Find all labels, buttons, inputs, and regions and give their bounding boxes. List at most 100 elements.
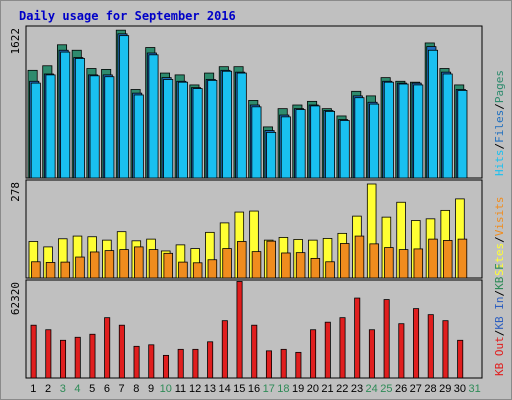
bar-hits-day-9: [148, 54, 159, 179]
bar-kbf-day-30: [457, 339, 464, 379]
x-tick-label-day-21: 21: [321, 383, 333, 395]
x-tick-label-day-29: 29: [439, 383, 451, 395]
bar-hits-day-8: [133, 94, 144, 179]
x-tick-label-day-23: 23: [351, 383, 363, 395]
bar-kbf-day-13: [207, 341, 214, 379]
x-tick-label-day-28: 28: [424, 383, 436, 395]
bar-sites-day-29: [442, 240, 453, 279]
bar-sites-day-3: [60, 261, 71, 279]
bar-sites-day-27: [413, 248, 424, 279]
bar-kbf-day-21: [324, 321, 331, 379]
x-tick-label-day-19: 19: [292, 383, 304, 395]
bar-hits-day-12: [192, 88, 203, 179]
top-legend-part: /: [493, 143, 506, 150]
bar-sites-day-28: [428, 238, 438, 279]
bar-sites-day-24: [369, 243, 379, 279]
bar-sites-day-7: [119, 249, 129, 279]
middle-legend-part: Visits: [493, 197, 506, 237]
bar-kbf-day-17: [265, 350, 272, 379]
bar-kbf-day-23: [354, 297, 361, 379]
x-tick-label-day-16: 16: [248, 383, 260, 395]
bar-kbf-day-16: [251, 324, 258, 379]
bar-hits-day-21: [324, 110, 336, 179]
x-tick-label-day-15: 15: [233, 383, 245, 395]
bar-kbf-day-19: [295, 351, 302, 379]
bar-sites-day-1: [31, 261, 41, 279]
bar-hits-day-19: [295, 109, 306, 179]
x-tick-label-day-20: 20: [307, 383, 319, 395]
bottom-legend-part: KB Out: [493, 336, 506, 376]
bar-sites-day-6: [104, 250, 115, 279]
bar-hits-day-18: [280, 116, 291, 179]
bar-sites-day-13: [207, 259, 218, 279]
bar-kbf-day-28: [427, 314, 434, 379]
bar-sites-day-23: [354, 235, 365, 279]
x-tick-label-day-26: 26: [395, 383, 407, 395]
bar-hits-day-29: [442, 73, 453, 179]
x-tick-label-day-9: 9: [148, 383, 154, 395]
top-series-legend: Hits/Files/Pages: [493, 70, 506, 176]
bar-sites-day-11: [178, 261, 188, 279]
x-tick-label-day-13: 13: [204, 383, 216, 395]
x-tick-label-day-4: 4: [74, 383, 80, 395]
x-tick-label-day-30: 30: [454, 383, 466, 395]
bar-kbf-day-2: [45, 329, 52, 379]
bar-kbf-day-22: [339, 317, 346, 379]
bar-kbf-day-20: [310, 329, 317, 379]
bar-sites-day-14: [222, 248, 232, 279]
bar-kbf-day-25: [383, 299, 390, 379]
x-tick-label-day-27: 27: [410, 383, 422, 395]
top-legend-part: Files: [493, 110, 506, 143]
bar-kbf-day-9: [148, 344, 155, 379]
bar-hits-day-13: [207, 79, 218, 179]
bar-hits-day-25: [383, 81, 394, 179]
bar-hits-day-22: [339, 120, 350, 179]
bar-sites-day-15: [237, 241, 247, 279]
bar-sites-day-30: [457, 238, 468, 279]
bottom-ymax-label: 62320: [9, 282, 22, 315]
x-tick-label-day-7: 7: [119, 383, 125, 395]
x-tick-label-day-11: 11: [175, 383, 186, 395]
bar-hits-day-30: [457, 90, 468, 179]
bar-kbf-day-14: [221, 320, 228, 379]
bar-sites-day-19: [295, 252, 306, 279]
bar-sites-day-21: [325, 261, 335, 279]
bar-kbf-day-7: [118, 324, 125, 379]
bar-kbf-day-29: [442, 320, 449, 379]
middle-series-legend: Sites/Visits: [493, 197, 506, 277]
bar-hits-day-27: [413, 84, 424, 179]
bar-sites-day-2: [45, 262, 56, 279]
bar-kbf-day-24: [368, 329, 375, 379]
x-tick-label-day-14: 14: [218, 383, 230, 395]
bar-sites-day-26: [398, 249, 409, 279]
x-tick-label-day-25: 25: [380, 383, 392, 395]
bar-sites-day-9: [148, 249, 159, 279]
bar-sites-day-18: [281, 252, 291, 279]
x-tick-label-day-5: 5: [89, 383, 95, 395]
bar-hits-day-2: [45, 74, 56, 179]
bar-hits-day-6: [104, 76, 115, 179]
bar-hits-day-11: [177, 81, 188, 179]
bar-sites-day-10: [163, 252, 173, 279]
bar-kbf-day-1: [30, 324, 37, 379]
bottom-legend-part: KB In: [493, 297, 506, 330]
bar-hits-day-23: [354, 97, 365, 179]
top-legend-part: Pages: [493, 70, 506, 103]
x-tick-label-day-18: 18: [277, 383, 289, 395]
x-tick-label-day-8: 8: [133, 383, 139, 395]
top-legend-part: Hits: [493, 150, 506, 177]
chart-title: Daily usage for September 2016: [19, 9, 236, 23]
bar-kbf-day-4: [74, 336, 81, 379]
bar-sites-day-25: [384, 247, 394, 279]
middle-legend-part: Sites: [493, 243, 506, 276]
bar-kbf-day-3: [60, 339, 67, 379]
bar-hits-day-16: [251, 106, 262, 179]
bar-hits-day-15: [236, 72, 247, 179]
bar-hits-day-24: [369, 103, 380, 179]
top-ymax-label: 1622: [9, 28, 22, 55]
bar-kbf-day-11: [177, 348, 184, 379]
bar-kbf-day-26: [398, 323, 405, 379]
bar-sites-day-20: [310, 257, 321, 279]
bar-kbf-day-27: [413, 308, 420, 379]
